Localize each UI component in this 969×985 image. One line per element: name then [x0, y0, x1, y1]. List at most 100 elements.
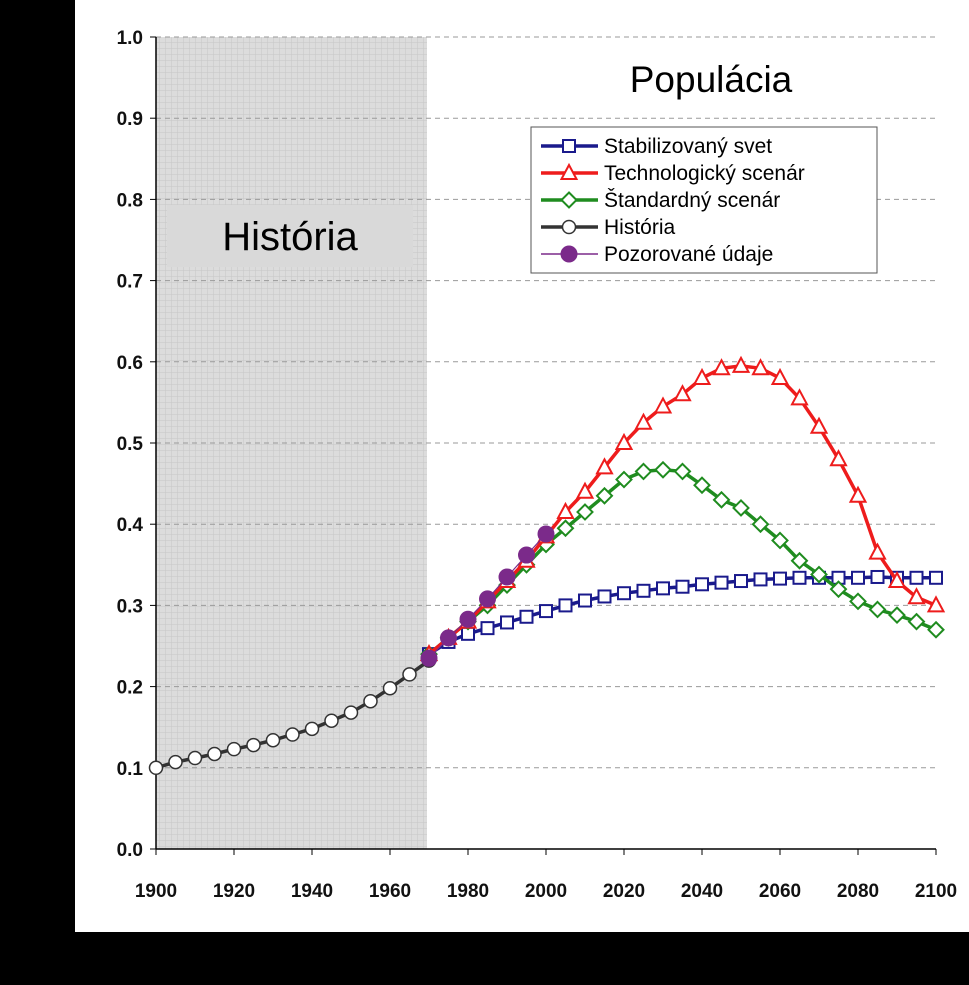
series-stabilizovany-svet-point [480, 621, 495, 636]
y-tick-label: 0.2 [117, 678, 143, 699]
series-stabilizovany-svet-point [500, 615, 514, 630]
series-stabilizovany-svet-point [617, 586, 631, 601]
chart-frame: 0.0 0.1 0.2 0.3 0.4 0.5 0.6 0.7 0.8 0.9 1.0 1900 19… [75, 0, 969, 932]
series-technologicky-scenar-point [770, 367, 790, 386]
legend-item-technologicky-scenar-label: Technologický scenár [604, 162, 805, 185]
legend-item-historia-label: História [604, 216, 676, 239]
series-standardny-scenar-point [771, 531, 789, 550]
series-historia [148, 653, 437, 776]
series-standardny-scenar-point [907, 612, 926, 631]
series-stabilizovany-svet-point [773, 571, 787, 586]
series-technologicky-scenar-point [790, 388, 809, 406]
x-tick-label: 2080 [837, 881, 879, 902]
legend-item-stabilizovany-svet: Stabilizovaný svet [541, 135, 772, 158]
series-pozorovane-udaje-point [518, 546, 535, 564]
series-pozorovane-udaje-point [537, 525, 555, 543]
y-tick-label: 1.0 [117, 28, 143, 49]
series-pozorovane-udaje-point [420, 649, 438, 667]
y-tick-label: 0.7 [117, 272, 143, 293]
series-stabilizovany-svet-point [656, 581, 670, 596]
x-tick-label: 1980 [447, 881, 489, 902]
series-technologicky-scenar-point [751, 358, 770, 376]
series-historia-point [304, 721, 320, 737]
series-stabilizovany-svet-point [870, 569, 885, 584]
series-technologicky-scenar-point [731, 355, 751, 373]
series-standardny-scenar-point [751, 515, 770, 534]
series-standardny-scenar-point [673, 462, 692, 481]
y-tick-label: 0.6 [117, 353, 143, 374]
legend-item-standardny-scenar-label: Štandardný scenár [604, 189, 780, 212]
series-historia-point [285, 727, 300, 742]
x-tick-label: 2020 [603, 881, 645, 902]
history-label-box [167, 205, 413, 267]
legend-item-pozorovane-udaje-point [560, 245, 578, 263]
x-tick-label: 2060 [759, 881, 801, 902]
series-historia-point [226, 741, 242, 757]
series-technologicky-scenar-point [595, 457, 614, 475]
series-pozorovane-udaje-point [459, 610, 477, 628]
legend-item-technologicky-scenar: Technologický scenár [541, 162, 805, 185]
series-technologicky-scenar-point [673, 384, 692, 402]
series-standardny-scenar-point [849, 592, 867, 611]
series-stabilizovany-svet-point [753, 572, 768, 587]
series-historia-point [187, 750, 203, 766]
series-stabilizovany-svet-point [929, 570, 943, 585]
series-standardny-scenar-point [712, 490, 731, 509]
series-technologicky-scenar-point [575, 481, 595, 499]
series-technologicky-scenar-point [653, 396, 673, 414]
series-historia-point [265, 732, 281, 748]
series-standardny-scenar-point [790, 551, 809, 570]
series-technologicky-scenar-point [692, 367, 712, 386]
series-technologicky-scenar-point [887, 570, 907, 589]
x-tick-label: 2040 [681, 881, 723, 902]
series-technologicky-scenar-point [907, 587, 926, 605]
series-standardny-scenar-point [868, 600, 887, 619]
series-technologicky-scenar-point [556, 501, 575, 520]
series-historia-point [324, 713, 339, 728]
series-standardny-scenar-point [595, 486, 614, 505]
series-pozorovane-udaje-point [498, 568, 516, 586]
legend-item-stabilizovany-svet-label: Stabilizovaný svet [604, 135, 772, 158]
series-stabilizovany-svet-point [558, 598, 573, 613]
y-tick-label: 0.1 [117, 759, 144, 780]
legend: Stabilizovaný svet Technologický scenár Št… [530, 126, 878, 274]
series-standardny-scenar [420, 460, 945, 664]
series-layer [148, 355, 946, 776]
series-standardny-scenar-point [654, 460, 672, 479]
legend-item-standardny-scenar-point [560, 191, 578, 209]
series-technologicky-scenar [419, 355, 946, 662]
series-historia-point [246, 737, 261, 753]
series-historia-point [148, 760, 164, 776]
legend-item-stabilizovany-svet-point [562, 139, 576, 153]
legend-item-standardny-scenar: Štandardný scenár [541, 189, 780, 212]
y-tick-label: 0.9 [117, 109, 143, 130]
legend-item-historia: História [541, 216, 676, 239]
series-stabilizovany-svet-point [734, 574, 748, 589]
y-tick-label: 0.0 [117, 840, 143, 861]
series-technologicky-scenar-point [868, 542, 887, 560]
series-standardny-scenar-point [927, 620, 945, 639]
series-historia-point [382, 680, 398, 696]
series-historia-point [207, 746, 222, 762]
series-stabilizovany-svet-point [714, 575, 729, 590]
history-region-label: História [222, 215, 358, 259]
y-tick-label: 0.3 [117, 596, 143, 617]
series-standardny-scenar-point [732, 499, 750, 517]
series-standardny-scenar-point [634, 462, 653, 481]
x-tick-label: 2000 [525, 881, 567, 902]
series-stabilizovany-svet-point [519, 609, 534, 624]
series-technologicky-scenar-point [809, 416, 829, 434]
y-tick-label: 0.5 [117, 434, 144, 455]
series-standardny-scenar-point [556, 519, 575, 538]
series-technologicky-scenar-point [829, 449, 848, 467]
series-historia-point [402, 667, 417, 682]
series-technologicky-scenar-point [848, 485, 868, 503]
series-historia-point [343, 705, 359, 720]
series-historia-point [363, 693, 378, 709]
series-standardny-scenar-point [829, 580, 848, 599]
series-pozorovane-udaje [420, 525, 555, 667]
series-stabilizovany-svet-point [578, 593, 592, 608]
series-stabilizovany-svet-point [695, 577, 709, 592]
y-axis-ticks: 0.0 0.1 0.2 0.3 0.4 0.5 0.6 0.7 0.8 0.9 1.0 [117, 28, 156, 861]
chart-title: Populácia [630, 59, 793, 100]
